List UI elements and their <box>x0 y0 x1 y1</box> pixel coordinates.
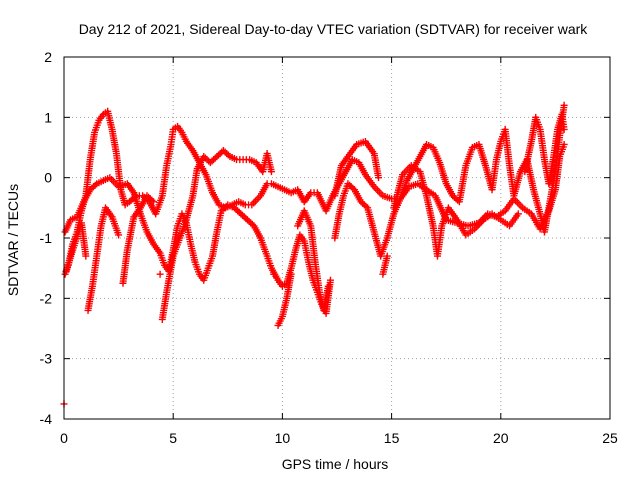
data-points <box>60 101 568 408</box>
data-point <box>383 252 391 260</box>
data-point <box>150 198 158 206</box>
y-tick-label: -1 <box>40 230 53 246</box>
x-tick-label: 25 <box>602 430 618 446</box>
y-tick-label: -4 <box>40 411 53 427</box>
data-point <box>374 174 382 182</box>
x-tick-label: 10 <box>275 430 291 446</box>
x-tick-label: 0 <box>60 430 68 446</box>
data-point <box>326 276 334 284</box>
data-point <box>560 125 568 133</box>
x-axis: 0 5 10 15 20 25 <box>60 57 618 446</box>
y-tick-label: -2 <box>40 290 53 306</box>
data-point <box>270 270 278 278</box>
y-tick-label: 1 <box>44 109 52 125</box>
y-axis-label: SDTVAR / TECUs <box>5 184 21 296</box>
y-axis: -4 -3 -2 -1 0 1 2 <box>40 49 610 427</box>
series-track-3 <box>62 110 568 329</box>
data-point <box>514 210 522 218</box>
x-axis-label: GPS time / hours <box>282 456 389 472</box>
chart-title: Day 212 of 2021, Sidereal Day-to-day VTE… <box>79 21 589 37</box>
data-point <box>267 168 275 176</box>
x-tick-label: 15 <box>384 430 400 446</box>
x-tick-label: 5 <box>169 430 177 446</box>
y-tick-label: -3 <box>40 351 53 367</box>
data-point <box>115 231 123 239</box>
data-point <box>156 270 164 278</box>
data-point <box>82 252 90 260</box>
data-point <box>287 270 295 278</box>
y-tick-label: 2 <box>44 49 52 65</box>
y-tick-label: 0 <box>44 170 52 186</box>
x-tick-label: 20 <box>493 430 509 446</box>
data-point <box>324 282 332 290</box>
data-point <box>560 101 568 109</box>
